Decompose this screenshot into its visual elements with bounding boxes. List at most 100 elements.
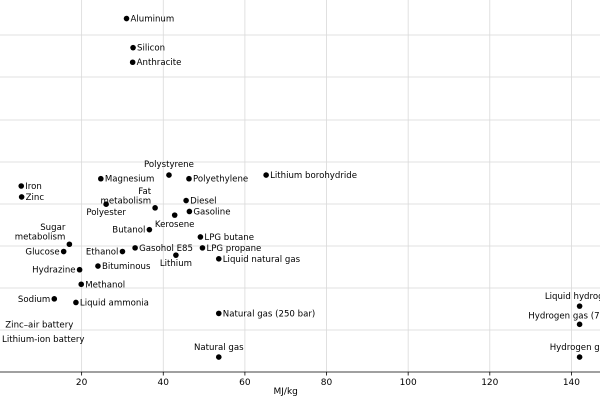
point-marker (215, 354, 222, 360)
point-label: Butanol (112, 226, 145, 236)
point-marker (166, 172, 172, 178)
point-fat-metabolism: Fat metabolism (100, 187, 158, 211)
point-hydrogen-gas-700-bar: Hydrogen gas (700 bar) (528, 311, 600, 328)
point-label: Anthracite (137, 58, 182, 68)
point-label: Kerosene (155, 220, 195, 230)
point-bituminous: Bituminous (95, 262, 151, 272)
point-label: Zinc (26, 193, 45, 203)
point-marker (199, 245, 206, 251)
point-marker (132, 245, 138, 251)
point-label: Magnesium (105, 175, 155, 185)
point-marker (576, 354, 583, 360)
point-butanol: Butanol (112, 226, 153, 236)
point-label: Sodium (18, 295, 50, 305)
point-aluminum: Aluminum (123, 15, 175, 25)
point-marker (173, 252, 179, 258)
point-polystyrene: Polystyrene (144, 160, 194, 178)
point-label: Hydrazine (32, 266, 75, 276)
point-zinc: Zinc (18, 193, 45, 203)
point-label: Lithium-ion battery (2, 335, 85, 345)
point-lpg-butane: LPG butane (197, 233, 254, 243)
point-label: Hydrogen gas (550, 343, 600, 353)
x-tick-label: 40 (158, 378, 170, 388)
point-marker (129, 59, 136, 66)
x-tick-label: 120 (481, 378, 498, 388)
point-marker (215, 255, 222, 262)
point-marker (171, 212, 178, 218)
point-glucose: Glucose (25, 248, 67, 258)
point-label: Lithium (160, 259, 192, 269)
x-tick-label: 20 (76, 378, 88, 388)
point-ethanol: Ethanol (86, 248, 126, 258)
x-tick-label: 60 (239, 378, 251, 388)
point-marker (18, 194, 25, 200)
point-marker (119, 248, 126, 255)
grid (0, 0, 600, 372)
point-magnesium: Magnesium (98, 175, 154, 185)
point-label: Gasoline (193, 207, 230, 217)
point-label: Liquid hydrogen (545, 292, 600, 302)
point-label: Natural gas (250 bar) (223, 309, 315, 319)
point-label: Fat metabolism (100, 187, 151, 207)
point-lithium-borohydride: Lithium borohydride (263, 171, 357, 181)
point-label: Liquid natural gas (223, 255, 301, 265)
point-label: Methanol (85, 280, 125, 290)
point-natural-gas-250-bar: Natural gas (250 bar) (215, 309, 315, 319)
point-lpg-propane: LPG propane (199, 244, 261, 254)
point-marker (78, 281, 85, 288)
x-tick-label: 80 (321, 378, 333, 388)
point-marker (183, 197, 189, 204)
point-marker (60, 248, 67, 255)
point-hydrazine: Hydrazine (32, 266, 83, 276)
point-label: LPG propane (206, 244, 261, 254)
point-anthracite: Anthracite (129, 58, 182, 68)
point-label: Sugar metabolism (15, 223, 66, 243)
point-label: Liquid ammonia (80, 298, 149, 308)
point-marker (18, 183, 25, 189)
point-marker (197, 234, 204, 240)
point-gasohol-e85: Gasohol E85 (132, 244, 193, 254)
point-marker (66, 241, 73, 248)
point-marker (146, 226, 153, 233)
point-gasoline: Gasoline (186, 207, 231, 217)
point-liquid-hydrogen: Liquid hydrogen (545, 292, 600, 309)
point-label: Bituminous (102, 262, 151, 272)
point-lithium: Lithium (160, 252, 192, 269)
point-sugar-metabolism: Sugar metabolism (15, 223, 73, 248)
point-label: Polyester (86, 208, 126, 218)
point-marker (98, 175, 104, 182)
point-marker (576, 321, 583, 328)
x-tick-label: 140 (563, 378, 580, 388)
point-polyester: Polyester (86, 201, 126, 218)
point-zinc-air-battery: Zinc–air battery (5, 320, 73, 330)
point-label: Polystyrene (144, 160, 194, 170)
point-marker (576, 303, 583, 309)
point-marker (123, 15, 130, 22)
point-label: Diesel (190, 197, 216, 207)
point-kerosene: Kerosene (155, 212, 195, 230)
point-marker (152, 205, 158, 211)
point-liquid-natural-gas: Liquid natural gas (215, 255, 301, 265)
point-marker (76, 266, 83, 273)
point-methanol: Methanol (78, 280, 125, 290)
point-label: Natural gas (194, 343, 244, 353)
point-label: LPG butane (204, 233, 254, 243)
point-lithium-ion-battery: Lithium-ion battery (2, 335, 85, 345)
point-label: Polyethylene (193, 175, 248, 185)
point-label: Gasohol E85 (139, 244, 193, 254)
point-diesel: Diesel (183, 197, 217, 207)
x-axis: 20 40 60 80 100 120 140 (0, 371, 600, 388)
point-hydrogen-gas: Hydrogen gas (550, 343, 600, 360)
point-label: Aluminum (131, 15, 175, 25)
point-marker (186, 175, 192, 182)
x-axis-label: MJ/kg (274, 387, 298, 397)
point-label: Glucose (25, 248, 59, 258)
x-tick-label: 100 (400, 378, 417, 388)
point-marker (103, 201, 109, 207)
point-label: Zinc–air battery (5, 320, 73, 330)
point-label: Lithium borohydride (270, 171, 357, 181)
point-marker (95, 263, 101, 269)
